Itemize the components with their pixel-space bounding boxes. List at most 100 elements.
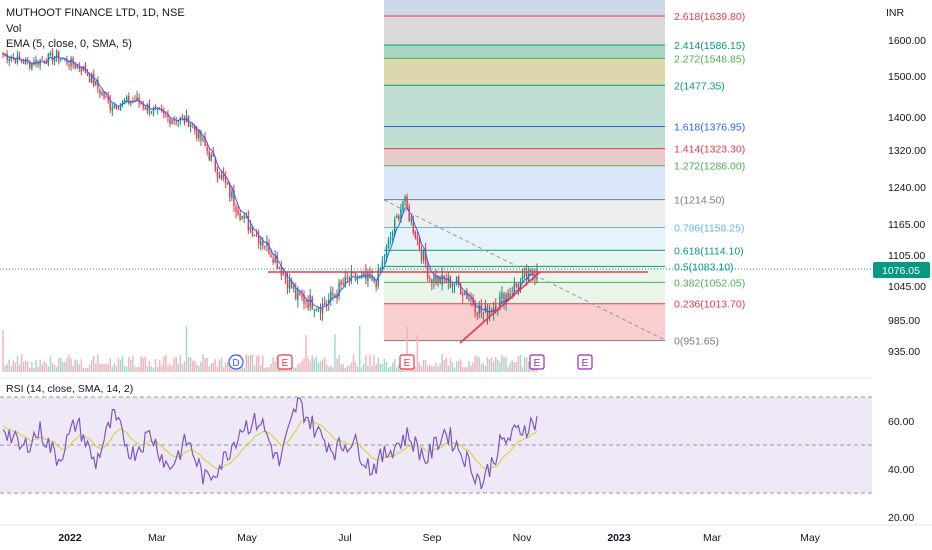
volume-bar [336, 358, 338, 372]
candle-body [111, 107, 114, 111]
candle-body [20, 60, 23, 62]
candle-body [381, 261, 384, 269]
candle-body [198, 130, 200, 139]
volume-bar [369, 354, 371, 372]
candle-body [204, 137, 206, 146]
candle-body [292, 287, 295, 289]
fib-band [384, 303, 665, 341]
volume-bar [439, 363, 441, 372]
candle-body [260, 241, 262, 246]
volume-bar [519, 354, 522, 372]
time-tick-label: Jul [338, 532, 351, 544]
candle-body [334, 294, 336, 298]
volume-bar [70, 358, 72, 372]
candle-body [231, 191, 233, 198]
volume-bar [210, 363, 212, 372]
candle-body [276, 254, 278, 269]
volume-bar [414, 366, 417, 372]
volume-bar [158, 359, 161, 372]
candle-body [82, 66, 85, 71]
volume-bar [377, 357, 379, 372]
volume-bar [299, 363, 301, 372]
volume-bar [128, 356, 130, 372]
candle-body [379, 269, 382, 271]
volume-bar [447, 365, 450, 372]
volume-bar [150, 366, 153, 372]
volume-bar [361, 367, 363, 372]
candle-body [509, 294, 511, 300]
volume-bar [478, 357, 480, 372]
volume-bar [62, 361, 64, 372]
volume-bar [495, 356, 497, 372]
candle-body [136, 96, 138, 101]
volume-bar [268, 367, 270, 372]
volume-bar [418, 362, 421, 372]
volume-bar [173, 357, 175, 372]
volume-bar [381, 364, 384, 372]
volume-bar [111, 366, 114, 372]
volume-bar [334, 334, 336, 372]
fib-band [384, 250, 665, 267]
candle-body [490, 309, 493, 313]
volume-bar [204, 358, 206, 372]
volume-bar [501, 355, 503, 372]
candle-body [301, 296, 303, 298]
marker-letter: E [534, 358, 541, 369]
volume-bar [99, 363, 101, 372]
volume-bar [109, 358, 111, 372]
candle-body [154, 106, 157, 108]
marker-letter: D [232, 358, 239, 369]
volume-bar [90, 360, 93, 372]
earnings-marker-e: E [399, 354, 415, 370]
volume-bar [156, 366, 159, 372]
candle-body [113, 104, 116, 108]
candle-body [418, 238, 421, 249]
time-tick-label: Mar [703, 532, 722, 544]
candle-body [363, 273, 365, 277]
candle-body [247, 216, 250, 231]
volume-bar [123, 365, 126, 372]
candle-body [342, 283, 344, 285]
volume-bar [161, 365, 163, 372]
candle-body [268, 243, 270, 255]
volume-bar [305, 334, 307, 372]
fib-band [384, 44, 665, 59]
candle-body [439, 276, 441, 284]
volume-bar [253, 365, 256, 372]
volume-bar [22, 361, 25, 372]
volume-bar [107, 363, 109, 372]
candle-body [422, 251, 425, 261]
price-tick-label: 1600.00 [888, 35, 926, 47]
candle-body [513, 284, 516, 296]
fib-band [384, 16, 665, 45]
fib-level-label: 2.414(1586.15) [674, 40, 745, 52]
volume-bar [206, 357, 208, 372]
volume-bar [66, 358, 68, 372]
candle-body [482, 313, 485, 315]
candle-body [371, 275, 373, 281]
candle-body [515, 282, 518, 287]
time-tick-label: May [237, 532, 258, 544]
candle-body [35, 59, 37, 64]
volume-bar [363, 364, 365, 372]
fib-band [384, 58, 665, 86]
volume-bar [309, 360, 311, 372]
candle-body [53, 57, 56, 62]
volume-bar [179, 355, 182, 372]
volume-bar [241, 365, 243, 372]
volume-bar [152, 367, 155, 372]
candle-body [119, 104, 122, 111]
fib-level-label: 0(951.65) [674, 336, 719, 348]
candle-body [45, 62, 48, 64]
fib-level-label: 2.618(1639.80) [674, 11, 745, 23]
candle-body [303, 294, 305, 304]
candle-body [282, 273, 285, 275]
volume-bar [189, 357, 192, 372]
volume-bar [433, 365, 435, 372]
volume-bar [144, 356, 146, 372]
volume-bar [490, 357, 493, 372]
last-price-label: 1076.05 [882, 265, 920, 277]
volume-bar [57, 358, 60, 372]
volume-bar [165, 354, 167, 372]
